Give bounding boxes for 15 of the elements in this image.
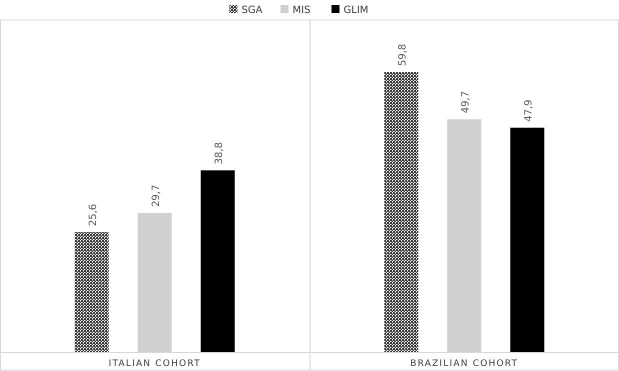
data-label: 49,7 [460, 91, 472, 114]
bar [510, 128, 544, 352]
data-label: 47,9 [523, 99, 534, 122]
bar [384, 72, 418, 352]
data-label: 38,8 [214, 142, 225, 164]
bar [200, 170, 235, 352]
x-tick-label: ITALIAN COHORT [108, 359, 201, 369]
legend-label: SGA [242, 5, 263, 16]
data-label: 59,8 [397, 44, 408, 66]
legend-label: GLIM [344, 5, 368, 16]
data-label: 29,7 [150, 184, 162, 207]
x-tick-label: BRAZILIAN COHORT [410, 359, 518, 369]
bar [74, 232, 109, 352]
legend-label: MIS [292, 5, 310, 16]
data-label: 25,6 [88, 204, 99, 226]
